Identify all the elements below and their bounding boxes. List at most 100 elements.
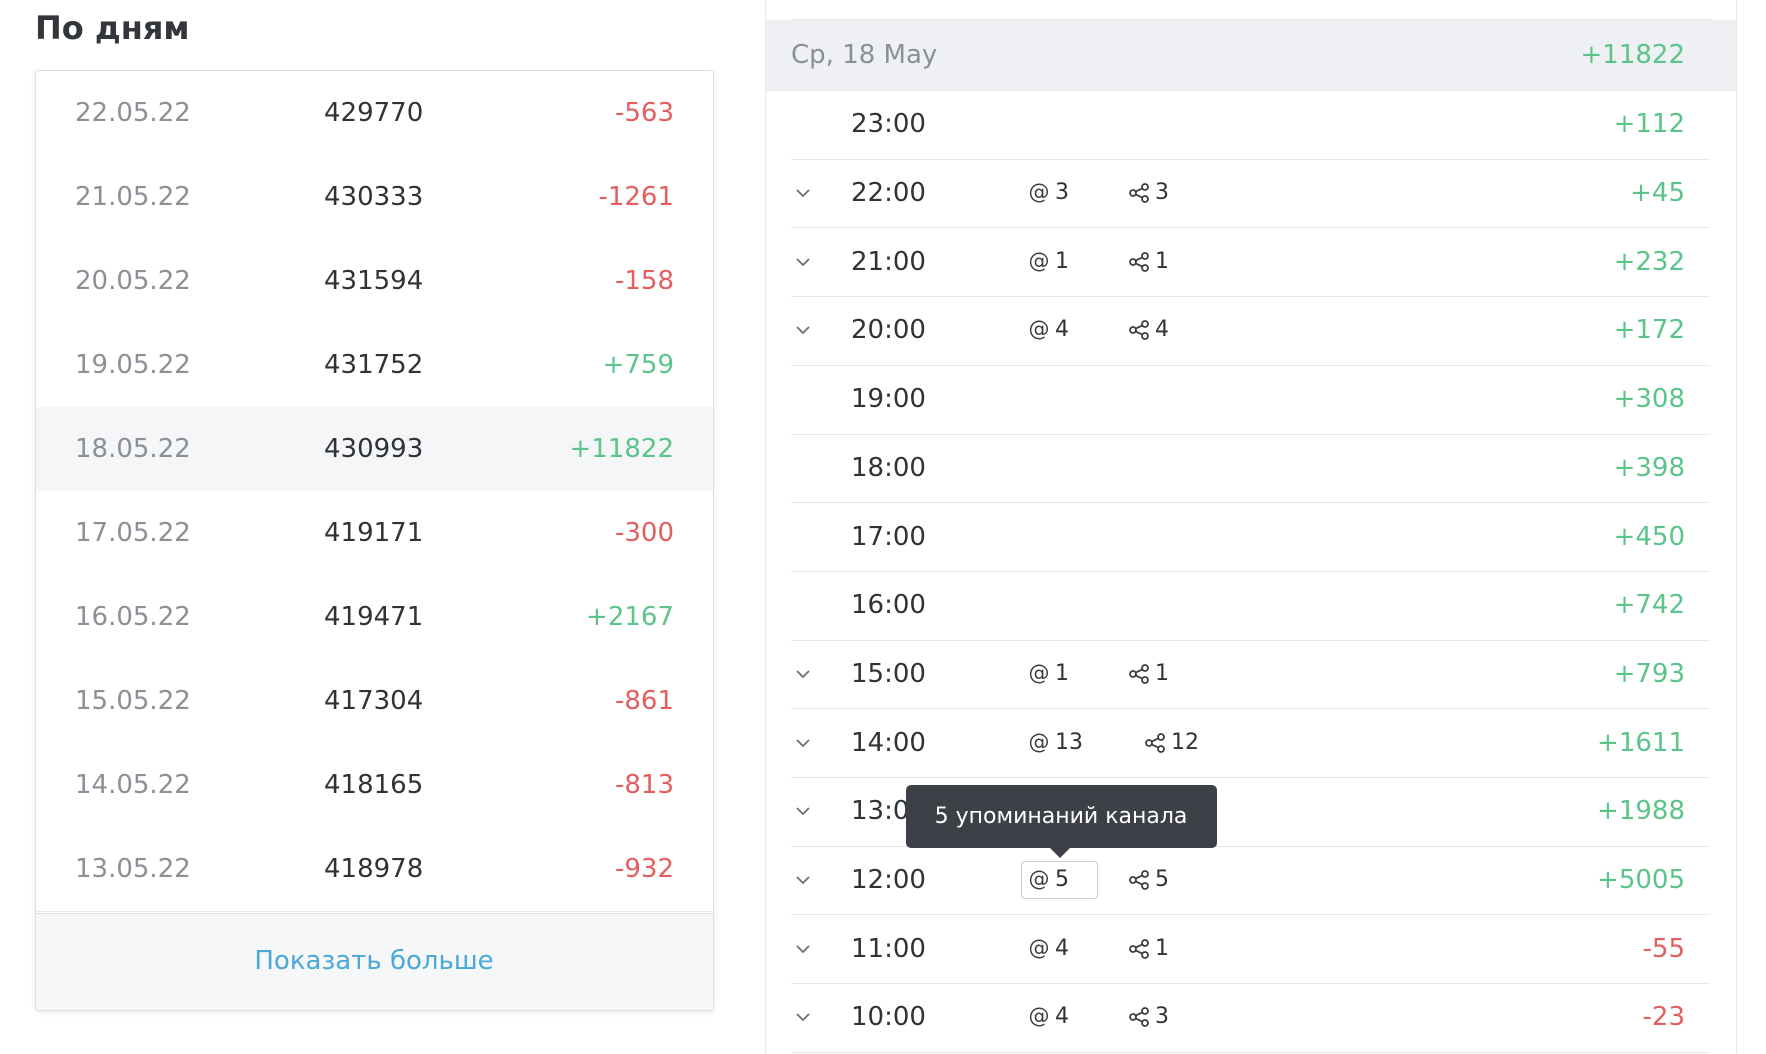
day-row[interactable] xyxy=(36,155,713,240)
expand-chevron[interactable] xyxy=(795,257,811,267)
repost-icon xyxy=(1129,251,1149,272)
day-total: 431752 xyxy=(324,350,424,380)
day-delta: +759 xyxy=(602,350,674,380)
day-delta: -932 xyxy=(614,854,674,884)
mention-icon: @ xyxy=(1029,732,1050,754)
hour-row-line xyxy=(791,158,1710,160)
svg-text:@: @ xyxy=(1029,869,1050,891)
top-line xyxy=(791,19,1711,20)
day-date: 15.05.22 xyxy=(75,686,191,716)
day-date: 14.05.22 xyxy=(75,770,191,800)
day-delta: -300 xyxy=(614,518,674,548)
expand-chevron[interactable] xyxy=(795,325,811,335)
expand-chevron[interactable] xyxy=(795,738,811,748)
hour-delta: +742 xyxy=(1613,590,1685,621)
svg-text:@: @ xyxy=(1029,732,1050,754)
repost-count[interactable]: 12 xyxy=(1171,729,1199,755)
day-delta: -1261 xyxy=(598,182,674,212)
day-row[interactable] xyxy=(36,659,713,744)
day-date: 13.05.22 xyxy=(75,854,191,884)
mention-count[interactable]: 1 xyxy=(1055,248,1069,274)
repost-count[interactable]: 1 xyxy=(1155,935,1169,961)
hour-delta: -55 xyxy=(1642,933,1685,964)
day-delta: -158 xyxy=(614,266,674,296)
day-delta: +2167 xyxy=(586,602,674,632)
more-button[interactable]: Показать больше xyxy=(254,946,494,976)
mention-count[interactable]: 1 xyxy=(1055,660,1069,686)
expand-chevron[interactable] xyxy=(795,188,811,198)
hour-delta: +308 xyxy=(1613,384,1685,415)
repost-icon xyxy=(1129,183,1149,203)
mention-count[interactable]: 4 xyxy=(1055,317,1069,343)
day-total: 418165 xyxy=(324,770,424,800)
day-row[interactable] xyxy=(36,743,713,828)
repost-count[interactable]: 1 xyxy=(1155,248,1169,274)
repost-count[interactable]: 1 xyxy=(1155,660,1169,686)
hour-time: 20:00 xyxy=(851,315,926,346)
mention-count[interactable]: 13 xyxy=(1055,729,1083,755)
day-row[interactable] xyxy=(36,323,713,408)
mention-icon: @ xyxy=(1029,319,1050,341)
hour-row-line xyxy=(791,983,1710,985)
hour-delta: -23 xyxy=(1642,1002,1685,1033)
mention-icon: @ xyxy=(1029,869,1050,891)
svg-text:@: @ xyxy=(1029,938,1050,960)
repost-count[interactable]: 3 xyxy=(1155,1004,1169,1030)
hour-row-line xyxy=(791,914,1710,916)
hour-delta: +232 xyxy=(1613,246,1685,277)
mention-count[interactable]: 4 xyxy=(1055,935,1069,961)
hour-time: 22:00 xyxy=(851,178,926,209)
day-date: 21.05.22 xyxy=(75,182,191,212)
repost-count[interactable]: 4 xyxy=(1155,317,1169,343)
hour-time: 15:00 xyxy=(851,658,926,689)
hour-delta: +450 xyxy=(1613,521,1685,552)
tooltip: 5 упоминаний канала xyxy=(906,785,1217,848)
repost-icon xyxy=(1129,938,1149,959)
day-date: 17.05.22 xyxy=(75,518,191,548)
expand-chevron[interactable] xyxy=(795,875,811,885)
repost-count[interactable]: 5 xyxy=(1155,867,1169,893)
day-row[interactable] xyxy=(36,827,713,912)
hour-time: 11:00 xyxy=(851,933,926,964)
day-row[interactable] xyxy=(36,491,713,576)
hour-delta: +398 xyxy=(1613,452,1685,483)
expand-chevron[interactable] xyxy=(795,944,811,954)
repost-count[interactable]: 3 xyxy=(1155,180,1169,206)
mention-count[interactable]: 3 xyxy=(1055,180,1069,206)
expand-chevron[interactable] xyxy=(795,806,811,816)
day-date: 16.05.22 xyxy=(75,602,191,632)
header-delta: +11822 xyxy=(1580,40,1686,70)
day-total: 417304 xyxy=(324,686,424,716)
day-delta: -813 xyxy=(614,770,674,800)
hour-time: 23:00 xyxy=(851,109,926,140)
expand-chevron[interactable] xyxy=(795,1012,811,1022)
repost-icon xyxy=(1129,320,1149,341)
mention-count[interactable]: 5 xyxy=(1055,867,1069,893)
mention-count[interactable]: 4 xyxy=(1055,1004,1069,1030)
header-date: Ср, 18 May xyxy=(791,40,938,70)
section-title: По дням xyxy=(35,9,190,47)
svg-text:@: @ xyxy=(1029,319,1050,341)
expand-chevron[interactable] xyxy=(795,669,811,679)
day-total: 419171 xyxy=(324,518,424,548)
day-row[interactable] xyxy=(36,71,713,156)
day-header xyxy=(766,20,1736,91)
hour-row-line xyxy=(791,708,1710,710)
mention-box[interactable] xyxy=(1021,861,1098,900)
hour-row-line xyxy=(791,639,1710,641)
day-total: 430333 xyxy=(324,182,424,212)
day-total: 429770 xyxy=(324,98,424,128)
hour-time: 17:00 xyxy=(851,521,926,552)
day-delta: +11822 xyxy=(569,434,675,464)
hour-row-line xyxy=(791,845,1710,847)
hour-delta: +1611 xyxy=(1597,727,1685,758)
hour-delta: +112 xyxy=(1613,109,1685,140)
mention-icon: @ xyxy=(1029,938,1050,960)
hour-delta: +793 xyxy=(1613,658,1685,689)
svg-text:@: @ xyxy=(1029,663,1050,685)
hour-row-line xyxy=(791,570,1710,572)
hour-time: 21:00 xyxy=(851,246,926,277)
hour-delta: +45 xyxy=(1630,178,1685,209)
tooltip-text: 5 упоминаний канала xyxy=(934,804,1188,829)
day-row[interactable] xyxy=(36,239,713,324)
